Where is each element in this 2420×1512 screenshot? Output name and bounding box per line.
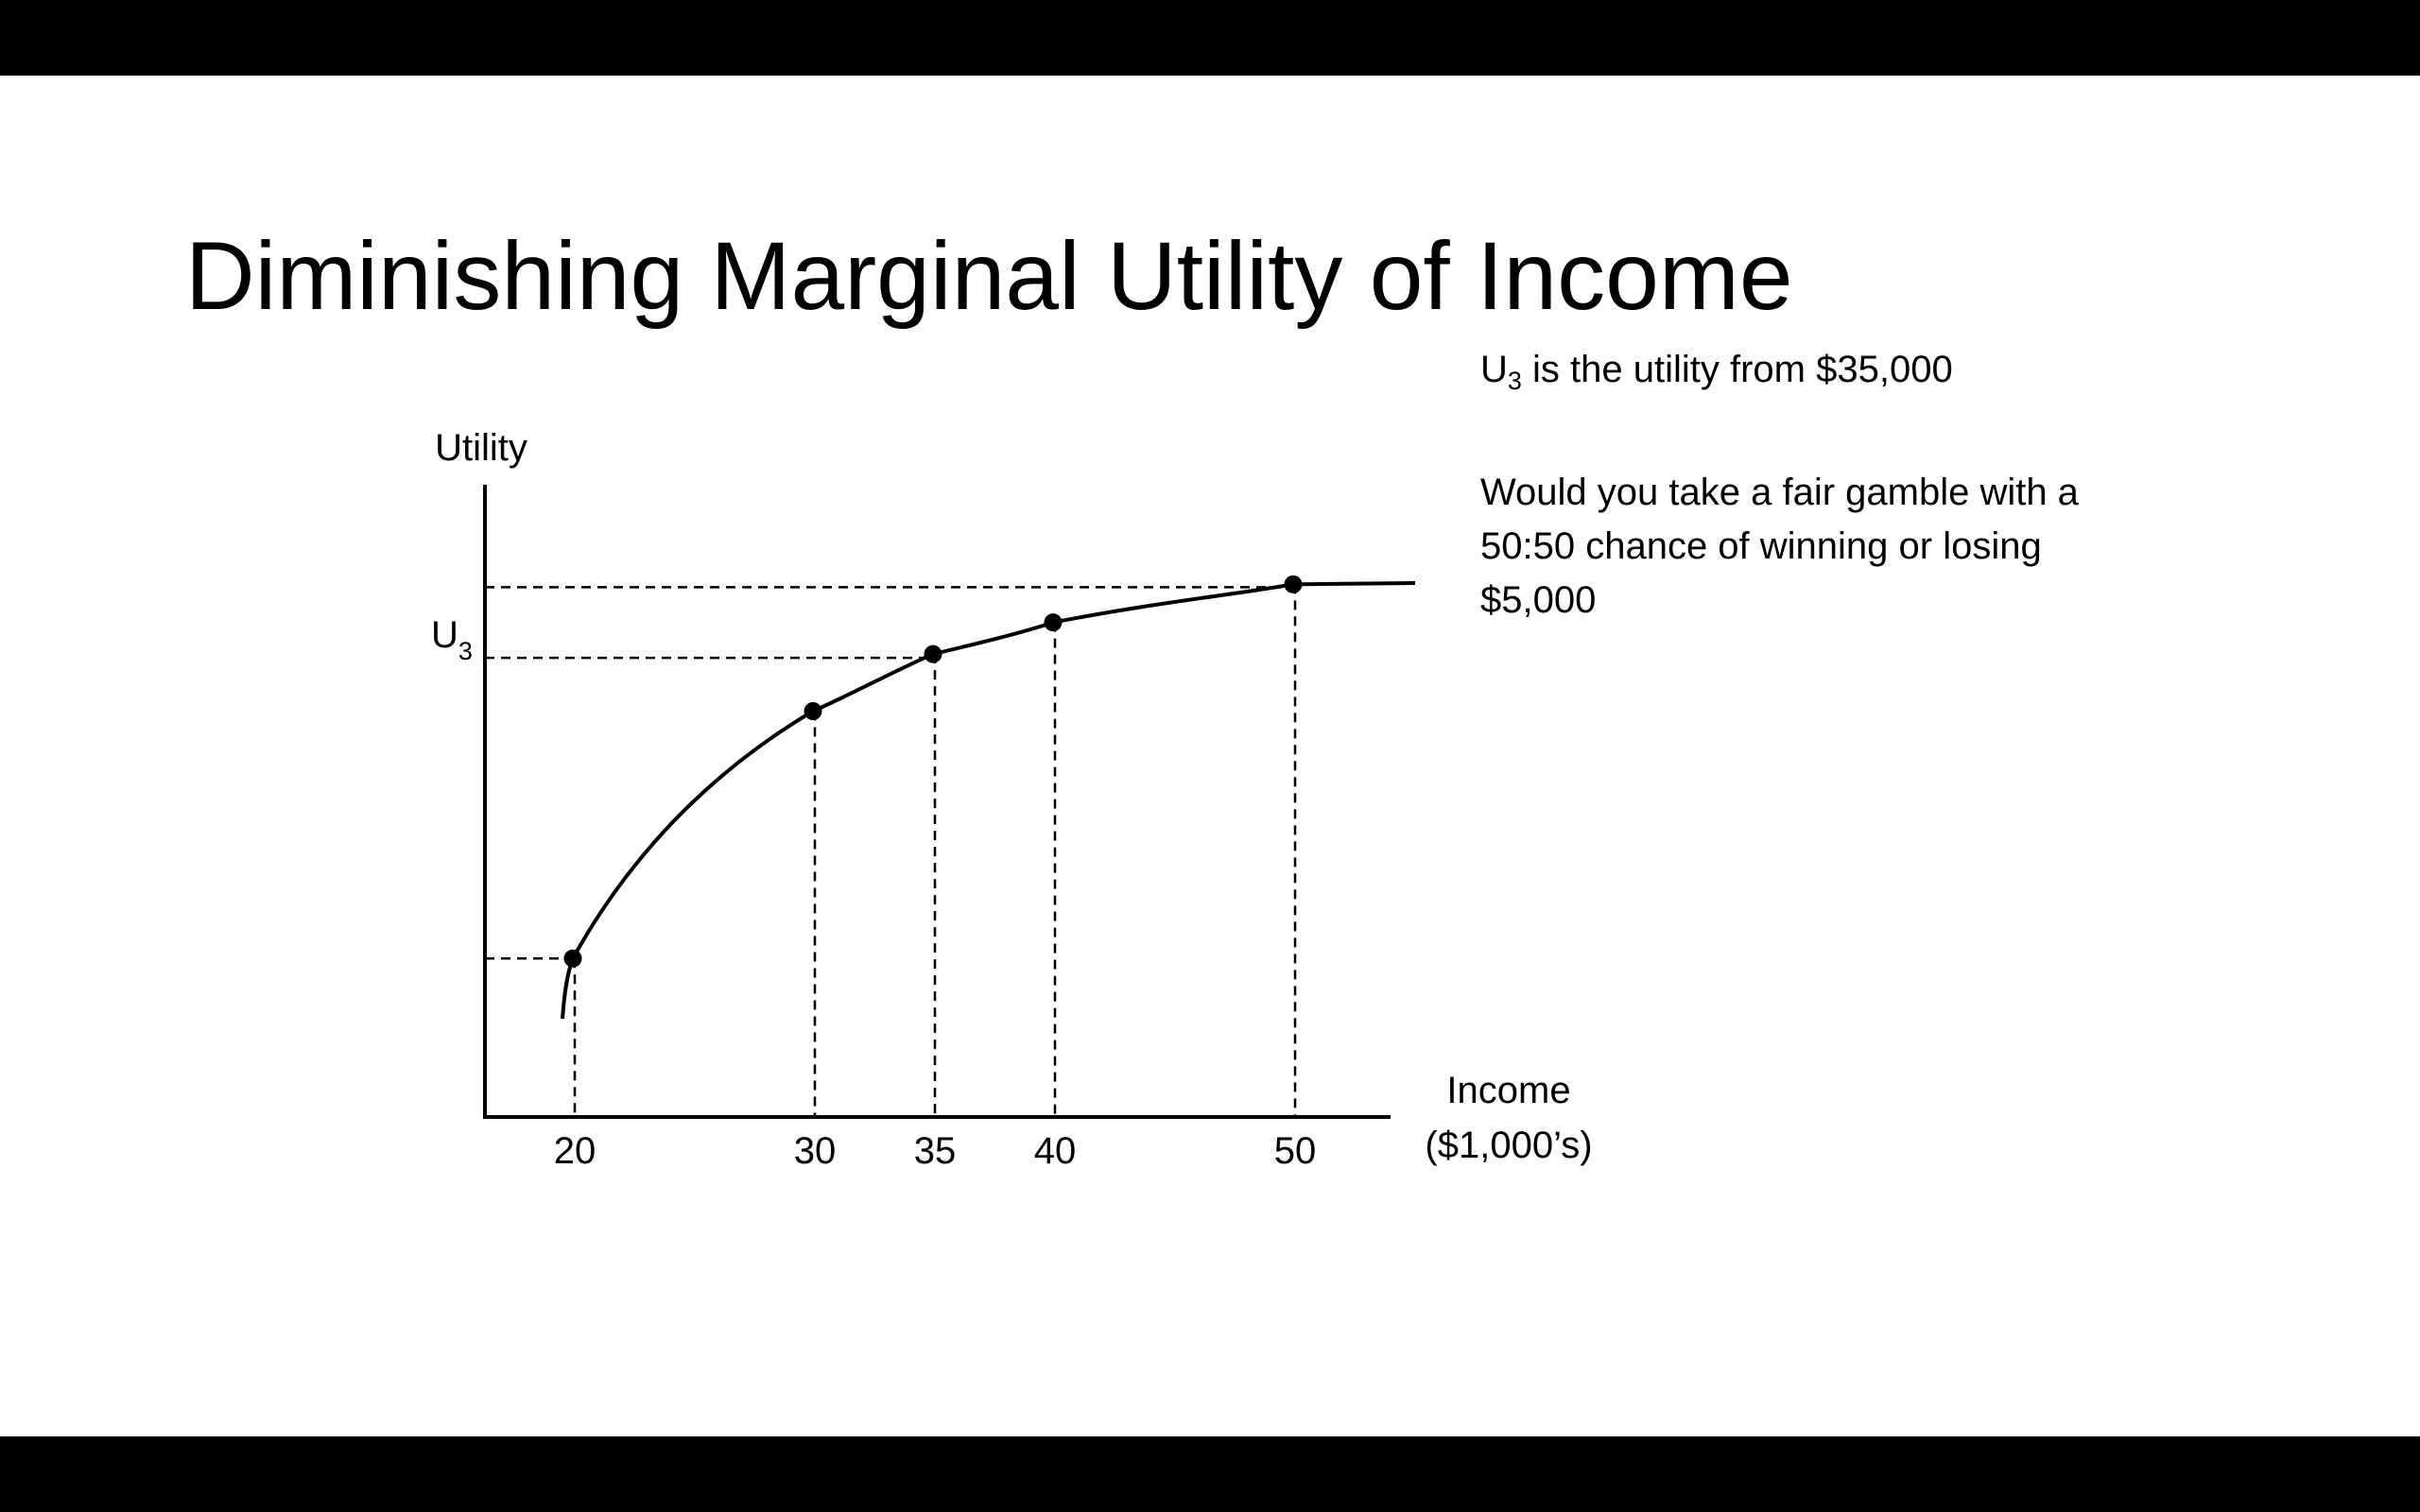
x-tick-label-40: 40 <box>1034 1130 1077 1172</box>
x-tick-label-35: 35 <box>914 1130 957 1172</box>
letterbox-top <box>0 0 2420 76</box>
x-tick-label-30: 30 <box>794 1130 837 1172</box>
x-tick-label-20: 20 <box>554 1130 596 1172</box>
data-point-35 <box>924 644 942 663</box>
note-gamble-question: Would you take a fair gamble with a 50:5… <box>1480 472 2079 621</box>
x-tick-label-50: 50 <box>1274 1130 1317 1172</box>
letterbox-bottom <box>0 1436 2420 1512</box>
data-point-20 <box>563 949 582 968</box>
note-u3-definition: U3 is the utility from $35,000 <box>1480 343 1953 397</box>
x-axis-label-line2: ($1,000’s) <box>1425 1125 1592 1166</box>
dashed-guides <box>485 584 1297 1117</box>
x-axis-label-line1: Income <box>1446 1070 1570 1111</box>
slide-title: Diminishing Marginal Utility of Income <box>185 222 1793 330</box>
data-points <box>563 575 1303 968</box>
note-u3-letter: U <box>1480 349 1508 390</box>
utility-curve <box>561 581 1416 1020</box>
u3-axis-letter: U <box>431 614 458 656</box>
u3-axis-label: U3 <box>431 614 473 665</box>
y-axis-label: Utility <box>435 427 527 469</box>
note-u3-text: is the utility from $35,000 <box>1521 349 1953 390</box>
slide <box>0 76 2420 1436</box>
u3-axis-subscript: 3 <box>458 637 473 665</box>
note-u3-subscript: 3 <box>1507 367 1522 395</box>
x-tick-labels: 20 30 35 40 50 <box>554 1130 1317 1172</box>
data-point-50 <box>1284 575 1303 593</box>
data-point-30 <box>804 702 822 721</box>
data-point-40 <box>1044 613 1063 632</box>
